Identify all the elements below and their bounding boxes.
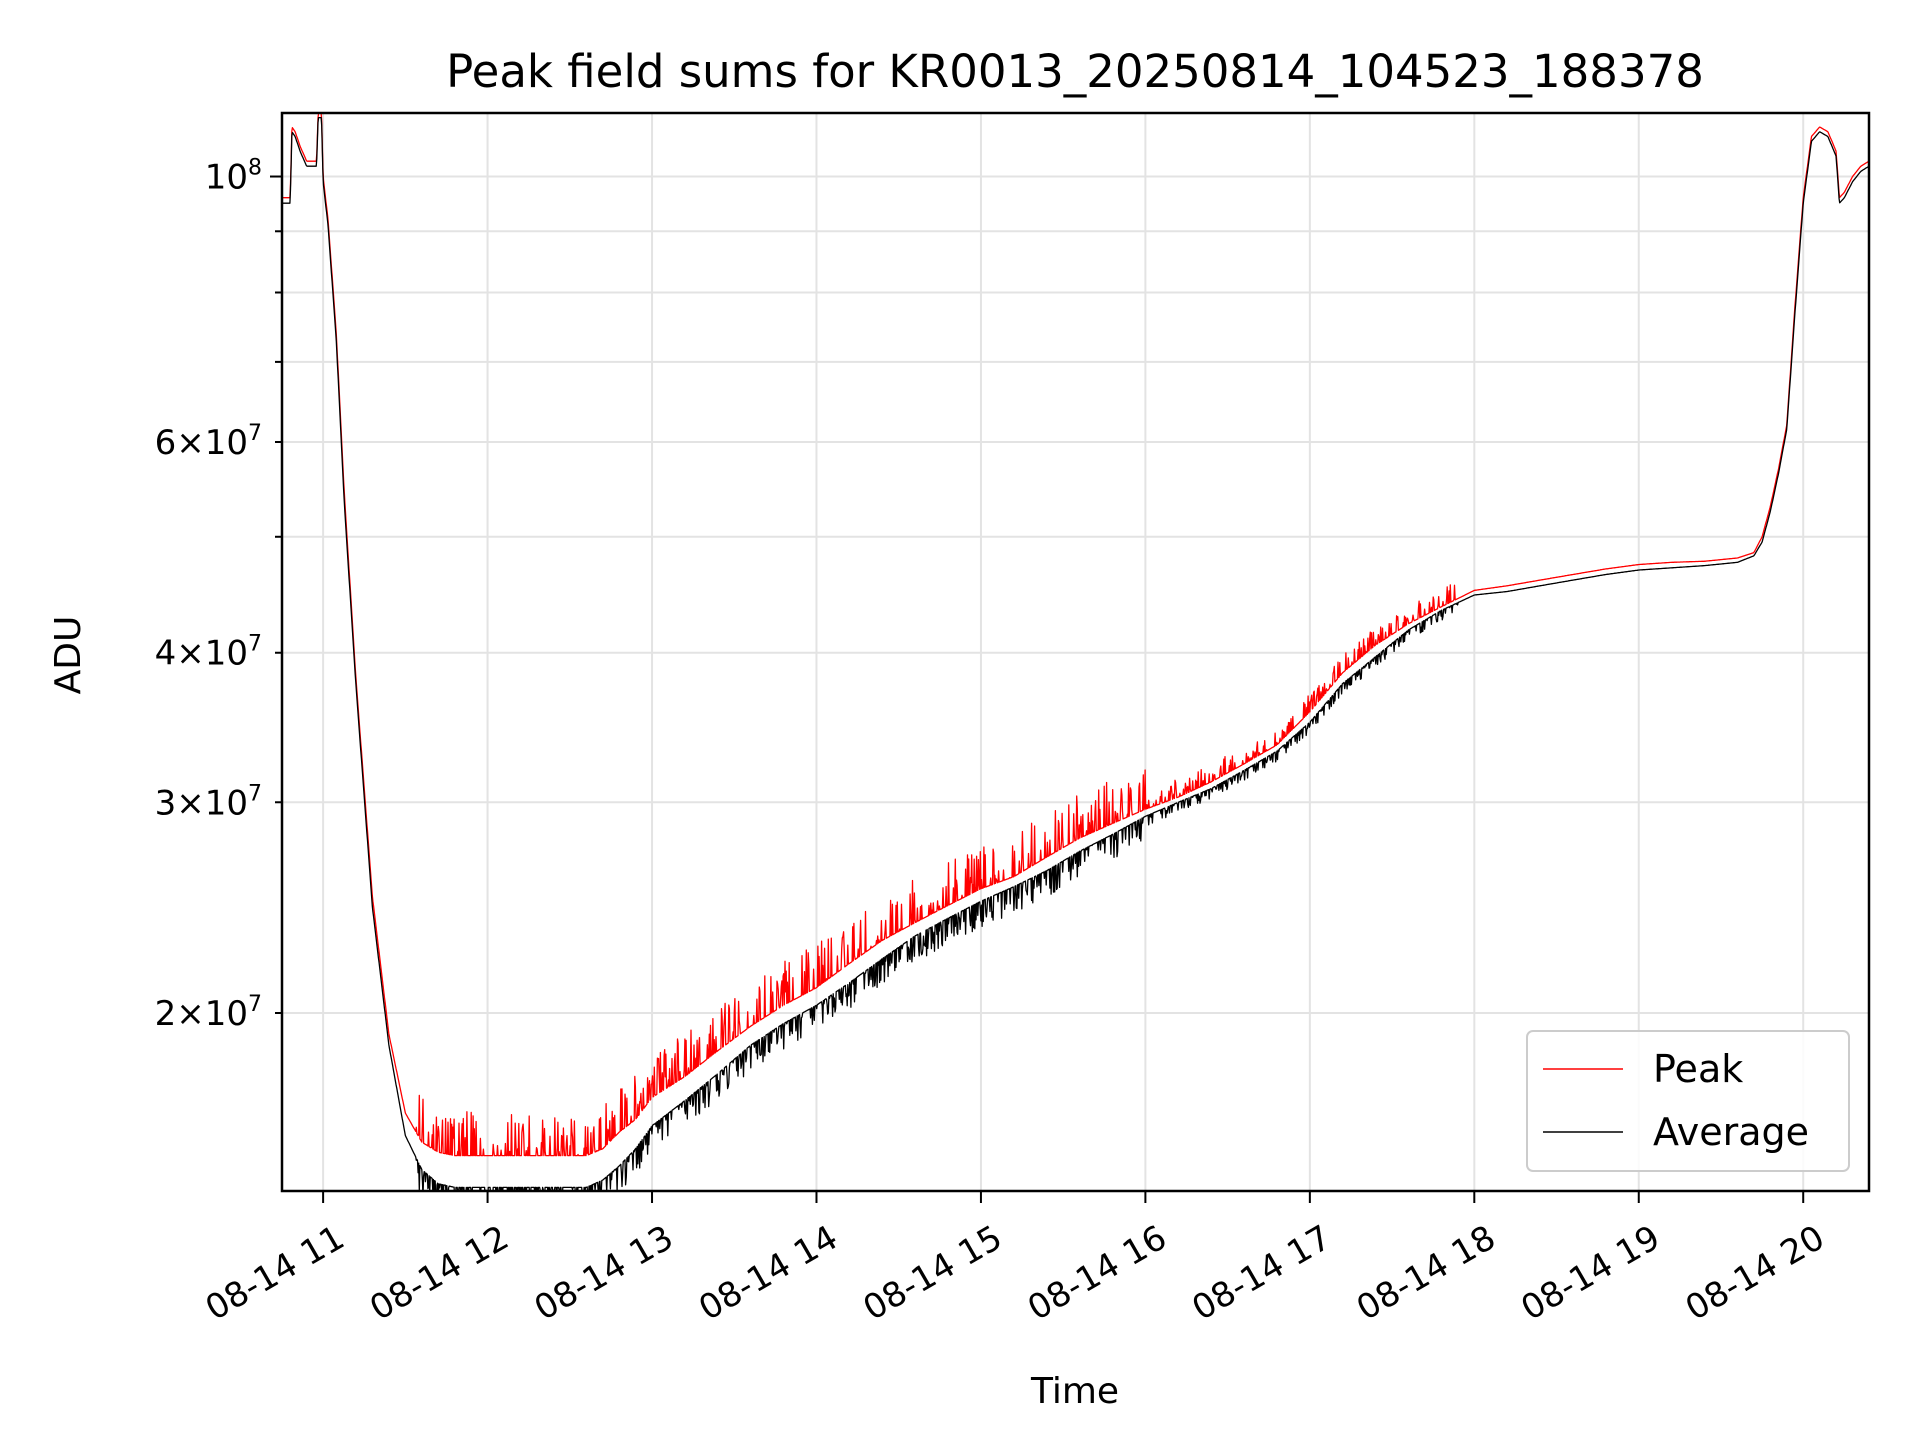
grid [282, 113, 1869, 1191]
series-line-peak [282, 113, 1869, 1157]
y-tick-exponent: 7 [248, 632, 262, 657]
y-tick-base: 10 [205, 783, 248, 823]
x-axis-label: Time [1030, 1371, 1119, 1412]
y-tick-label: 108 [205, 156, 262, 198]
y-tick-base: 10 [205, 423, 248, 463]
y-tick-exponent: 8 [248, 156, 262, 181]
y-tick-mantissa: 6 [155, 423, 177, 463]
y-tick-base: 10 [205, 994, 248, 1034]
y-tick-base: 10 [205, 634, 248, 674]
y-tick-times: × [176, 783, 205, 823]
series-line-average [282, 116, 1869, 1191]
y-tick-exponent: 7 [248, 781, 262, 806]
y-tick-base: 10 [205, 158, 248, 198]
y-tick-label: 3×107 [155, 781, 262, 823]
y-tick-mantissa: 2 [155, 994, 177, 1034]
legend-box [1526, 1030, 1850, 1172]
plot-lines [282, 113, 1869, 1191]
legend-label-peak: Peak [1653, 1047, 1743, 1091]
y-tick-mantissa: 4 [155, 634, 177, 674]
series-group [282, 113, 1869, 1191]
y-tick-times: × [176, 634, 205, 674]
y-tick-label: 4×107 [155, 632, 262, 674]
y-axis-label: ADU [48, 616, 89, 695]
y-tick-exponent: 7 [248, 421, 262, 446]
y-tick-times: × [176, 994, 205, 1034]
legend: Peak Average [1526, 1030, 1850, 1172]
y-tick-times: × [176, 423, 205, 463]
legend-label-average: Average [1653, 1110, 1809, 1154]
y-tick-label: 2×107 [155, 992, 262, 1034]
y-tick-label: 6×107 [155, 421, 262, 463]
y-tick-exponent: 7 [248, 992, 262, 1017]
y-tick-mantissa: 3 [155, 783, 177, 823]
chart-title: Peak field sums for KR0013_20250814_1045… [446, 45, 1704, 98]
